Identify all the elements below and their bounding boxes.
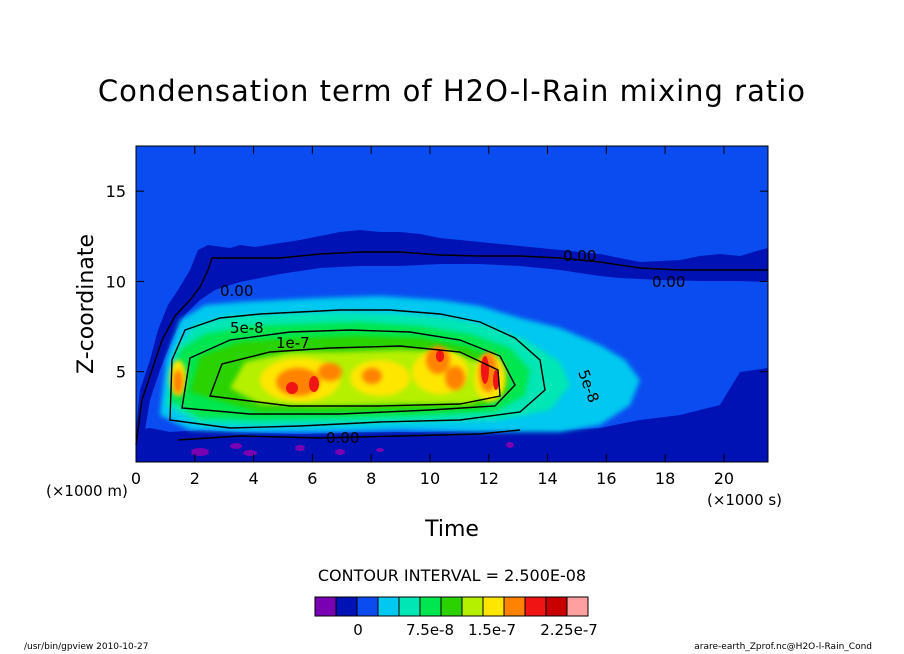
colorbar-swatch <box>482 596 505 617</box>
contour-fill-lower-band <box>136 368 768 462</box>
contour-label-3: 0.00 <box>652 273 685 291</box>
x-axis: 0 2 4 6 8 10 12 14 16 18 20 <box>131 146 734 488</box>
colorbar-swatch <box>524 596 547 617</box>
contour-label-6: 1e-7 <box>276 334 310 352</box>
x-tick-label: 20 <box>714 469 734 488</box>
contour-label-1: 0.00 <box>220 282 253 300</box>
x-tick-label: 10 <box>420 469 440 488</box>
x-tick-label: 8 <box>366 469 376 488</box>
colorbar-label: 1.5e-7 <box>468 621 516 639</box>
contour-lines <box>135 251 768 446</box>
contour-interval: CONTOUR INTERVAL = 2.500E-08 <box>317 566 587 585</box>
x-tick-label: 16 <box>596 469 616 488</box>
colorbar-swatch <box>314 596 337 617</box>
colorbar-swatch <box>356 596 379 617</box>
colorbar-label: 2.25e-7 <box>540 621 598 639</box>
plot-area: 0.00 0.00 0.00 0.00 5e-8 1e-7 5e-8 <box>135 145 769 463</box>
colorbar-swatch <box>503 596 526 617</box>
footer-right: arare-earth_Zprof.nc@H2O-l-Rain_Cond <box>694 642 872 652</box>
contour-fill-upper-band <box>136 230 768 430</box>
x-tick-label: 0 <box>131 469 141 488</box>
x-unit-label: (×1000 s) <box>707 491 782 509</box>
contour-fill-red <box>286 350 499 394</box>
y-tick-label: 10 <box>106 272 126 291</box>
x-tick-label: 6 <box>307 469 317 488</box>
contour-label-2: 0.00 <box>563 247 596 265</box>
y-unit-label: (×1000 m) <box>46 482 128 500</box>
colorbar: 0 7.5e-8 1.5e-7 2.25e-7 <box>314 596 598 639</box>
colorbar-label: 0 <box>353 621 363 639</box>
x-tick-label: 18 <box>655 469 675 488</box>
colorbar-label: 7.5e-8 <box>406 621 454 639</box>
plot-frame <box>135 145 769 463</box>
colorbar-swatch <box>377 596 400 617</box>
contour-label-5: 5e-8 <box>230 319 264 337</box>
colorbar-swatch <box>335 596 358 617</box>
y-axis-label: Z-coordinate <box>74 234 99 374</box>
x-tick-label: 14 <box>537 469 557 488</box>
colorbar-swatch <box>398 596 421 617</box>
footer-left: /usr/bin/gpview 2010-10-27 <box>24 642 149 652</box>
x-axis-label: Time <box>424 517 479 542</box>
y-axis: 5 10 15 <box>106 182 768 382</box>
x-tick-label: 2 <box>190 469 200 488</box>
y-tick-label: 5 <box>116 363 126 382</box>
colorbar-swatch <box>440 596 463 617</box>
contour-fill-purple <box>191 442 514 456</box>
x-tick-label: 4 <box>248 469 258 488</box>
chart-title: Condensation term of H2O-l-Rain mixing r… <box>97 74 807 108</box>
x-tick-label: 12 <box>479 469 499 488</box>
contour-label-4: 0.00 <box>326 429 359 447</box>
colorbar-swatch <box>461 596 484 617</box>
colorbar-swatch <box>419 596 442 617</box>
colorbar-swatch <box>545 596 568 617</box>
colorbar-swatch <box>566 596 589 617</box>
y-tick-label: 15 <box>106 182 126 201</box>
